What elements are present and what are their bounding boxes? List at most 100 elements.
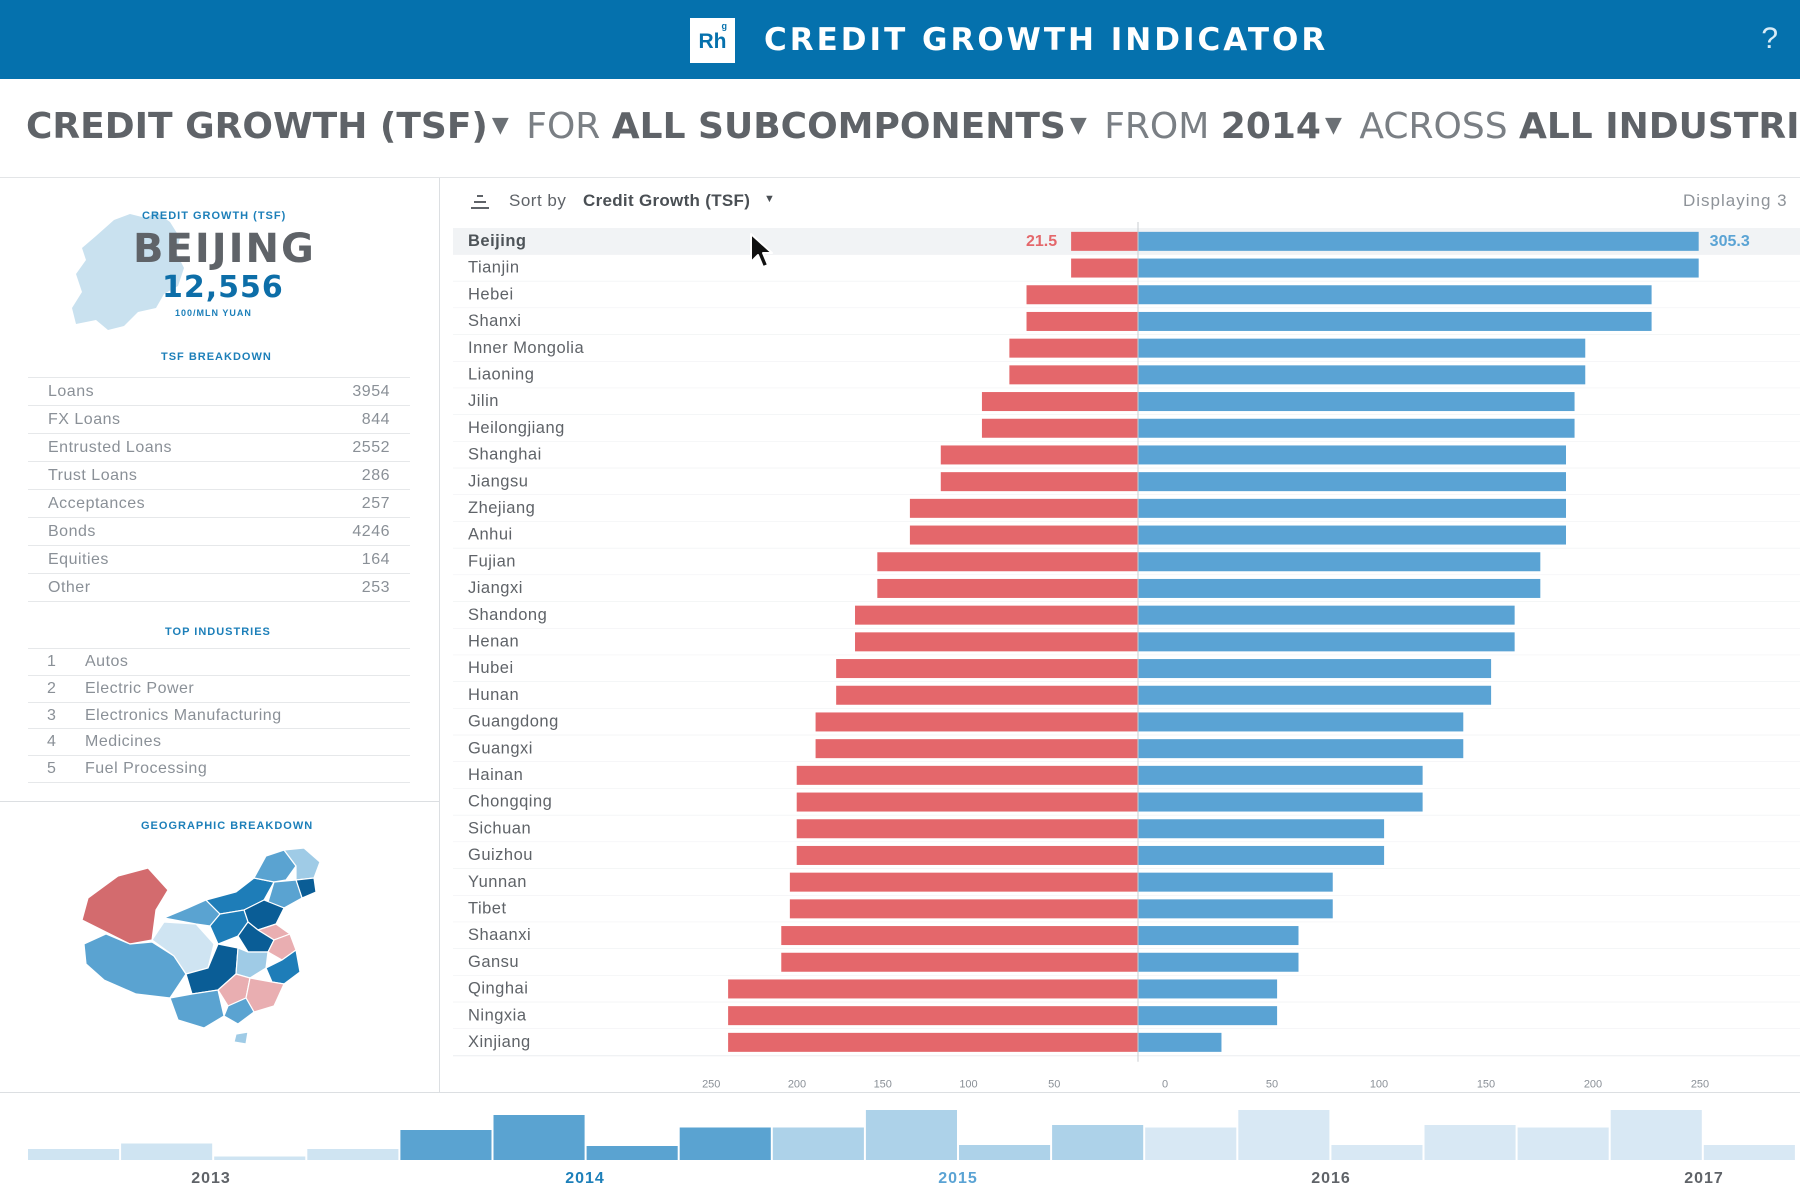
region-jiangsu[interactable] [267,933,297,961]
bar-right[interactable] [1138,472,1566,492]
timeline-year-label[interactable]: 2014 [565,1170,605,1187]
bar-left[interactable] [836,685,1138,705]
bar-right[interactable] [1138,1032,1222,1052]
bar-left[interactable] [789,872,1138,892]
timeline-bar[interactable] [493,1115,585,1160]
timeline-bar[interactable] [1145,1127,1237,1161]
component-caret-icon[interactable]: ▼ [1069,113,1087,138]
timeline-bar[interactable] [1703,1145,1795,1160]
bar-left[interactable] [940,445,1138,465]
timeline-bar[interactable] [679,1127,771,1161]
bar-left[interactable] [781,952,1138,972]
region-liaoning[interactable] [267,879,303,909]
timeline-year-label[interactable]: 2013 [191,1170,231,1187]
timeline-bar[interactable] [214,1156,306,1161]
timeline-year-label[interactable]: 2017 [1684,1170,1724,1187]
timeline-bar[interactable] [121,1143,213,1161]
bar-right[interactable] [1138,926,1299,946]
bar-left[interactable] [855,632,1138,652]
bar-right[interactable] [1138,525,1566,545]
bar-left[interactable] [1071,258,1138,278]
timeline-bar[interactable] [865,1110,957,1160]
bar-right[interactable] [1138,819,1385,839]
timeline-year-label[interactable]: 2016 [1311,1170,1351,1187]
china-choropleth-map[interactable] [78,848,378,1078]
bar-right[interactable] [1138,338,1586,358]
bar-left[interactable] [836,659,1138,679]
bar-left[interactable] [796,792,1138,812]
bar-right[interactable] [1138,392,1575,412]
metric-caret-icon[interactable]: ▼ [491,113,509,138]
bar-right[interactable] [1138,872,1333,892]
industry-row[interactable]: 2 Electric Power [28,676,410,703]
bar-left[interactable] [728,1006,1138,1026]
bar-right[interactable] [1138,899,1333,919]
bar-left[interactable] [815,712,1138,732]
bar-left[interactable] [728,979,1138,999]
metric-dropdown[interactable]: CREDIT GROWTH (TSF) [26,106,488,147]
bar-right[interactable] [1138,659,1492,679]
bar-right[interactable] [1138,605,1515,625]
bar-left[interactable] [1026,285,1138,305]
bar-right[interactable] [1138,258,1699,278]
component-dropdown[interactable]: ALL SUBCOMPONENTS [612,106,1066,147]
timeline-bar[interactable] [1517,1127,1609,1161]
bar-left[interactable] [981,418,1138,438]
bar-left[interactable] [909,498,1138,518]
bar-left[interactable] [1009,365,1138,385]
bar-right[interactable] [1138,445,1566,465]
bar-left[interactable] [789,899,1138,919]
industry-row[interactable]: 4 Medicines [28,729,410,757]
help-button[interactable]: ? [1761,22,1778,55]
sort-icon[interactable] [471,194,489,210]
timeline-bar[interactable] [28,1149,120,1160]
bar-right[interactable] [1138,979,1278,999]
bar-left[interactable] [940,472,1138,492]
bar-right[interactable] [1138,845,1385,865]
bar-right[interactable] [1138,365,1586,385]
bar-right[interactable] [1138,1006,1278,1026]
sort-caret-icon[interactable]: ▼ [764,193,775,205]
timeline-bar[interactable] [307,1149,399,1160]
bar-right[interactable] [1138,712,1464,732]
timeline-bar[interactable] [1610,1110,1702,1160]
bar-left[interactable] [1026,311,1138,331]
industry-dropdown[interactable]: ALL INDUSTRIES [1519,106,1800,147]
bar-left[interactable] [796,845,1138,865]
bar-right[interactable] [1138,765,1423,785]
bar-left[interactable] [781,926,1138,946]
bar-left[interactable] [877,552,1138,572]
rhodium-logo[interactable]: Rh g [690,18,735,63]
bar-right[interactable] [1138,311,1652,331]
bar-left[interactable] [855,605,1138,625]
region-guangxi[interactable] [223,997,255,1025]
bar-right[interactable] [1138,552,1541,572]
region-qinghai[interactable] [151,921,215,975]
year-dropdown[interactable]: 2014 [1221,106,1321,147]
bar-right[interactable] [1138,578,1541,598]
industry-row[interactable]: 5 Fuel Processing [28,756,410,783]
region-hubei[interactable] [235,947,269,979]
bar-left[interactable] [728,1032,1138,1052]
bar-left[interactable] [981,392,1138,412]
bar-right[interactable] [1138,498,1566,518]
year-caret-icon[interactable]: ▼ [1324,113,1342,138]
sort-by-dropdown[interactable]: Credit Growth (TSF) [583,191,751,210]
timeline-bar[interactable] [1331,1145,1423,1160]
bar-right[interactable] [1138,418,1575,438]
bar-right[interactable] [1138,632,1515,652]
timeline-bar[interactable] [586,1146,678,1160]
timeline-bar[interactable] [1424,1125,1516,1160]
region-hainan[interactable] [233,1031,249,1045]
timeline-bar[interactable] [1238,1110,1330,1160]
bar-left[interactable] [796,765,1138,785]
timeline-bar[interactable] [1052,1125,1144,1160]
bar-right[interactable] [1138,231,1699,251]
timeline-bar[interactable] [772,1127,864,1161]
bar-left[interactable] [796,819,1138,839]
timeline-selector[interactable]: 2013 2014 2015 2016 2017 [0,1093,1800,1200]
bar-left[interactable] [815,739,1138,759]
region-yunnan[interactable] [169,989,225,1029]
bar-left[interactable] [1071,231,1138,251]
bar-right[interactable] [1138,952,1299,972]
